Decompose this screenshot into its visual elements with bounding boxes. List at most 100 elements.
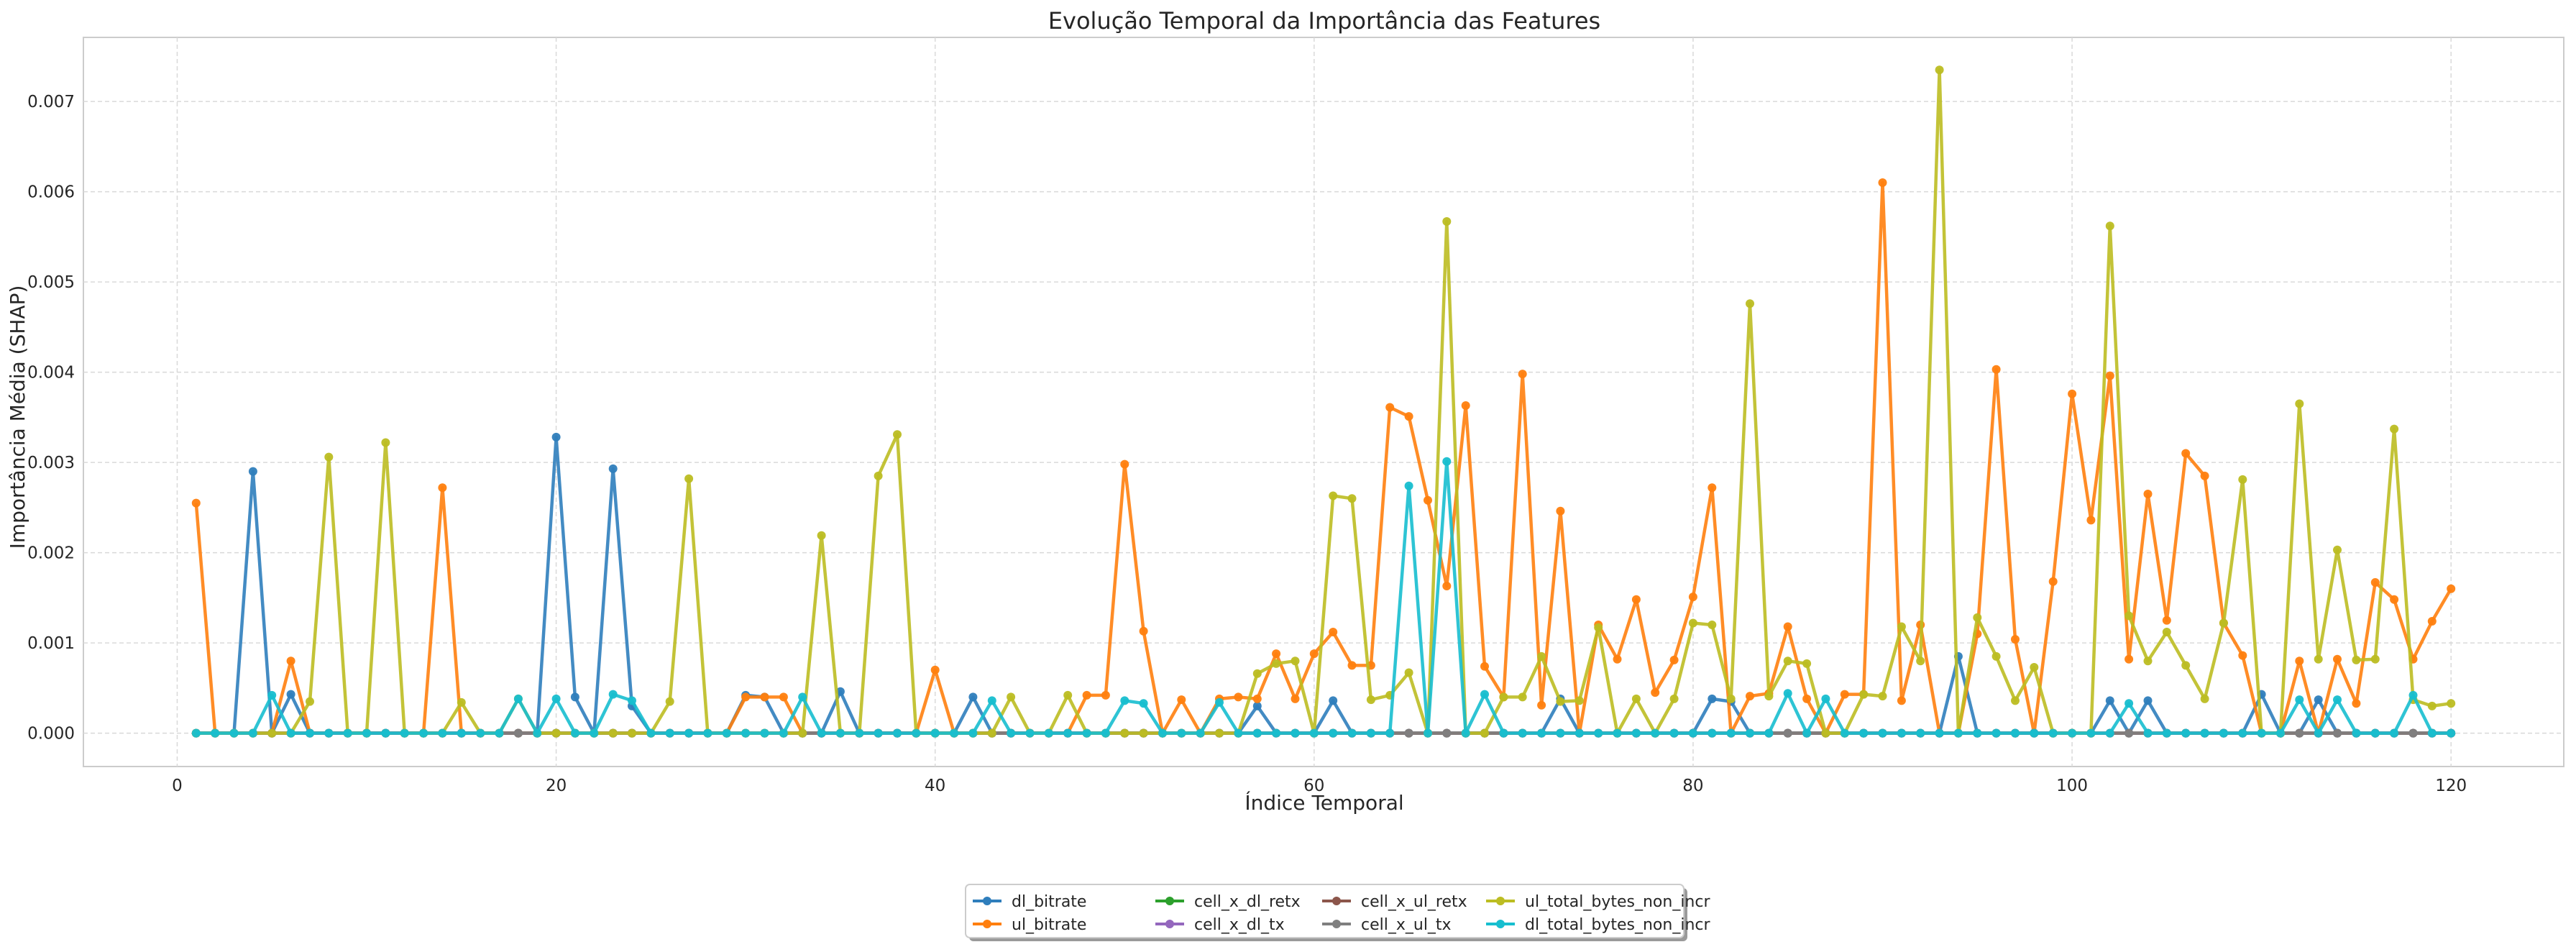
data-point (248, 467, 257, 476)
data-point (1935, 728, 1944, 738)
data-point (1120, 696, 1129, 705)
data-point (2124, 699, 2134, 708)
data-point (2238, 651, 2247, 660)
y-tick-label: 0.004 (27, 364, 75, 383)
data-point (2257, 728, 2266, 738)
data-point (1404, 668, 1413, 677)
data-point (495, 728, 504, 738)
data-point (1537, 651, 1546, 661)
data-point (1120, 459, 1129, 469)
data-point (703, 728, 712, 738)
data-point (343, 728, 352, 738)
data-point (2352, 728, 2361, 738)
y-tick-label: 0.002 (27, 544, 75, 563)
data-point (1385, 728, 1395, 738)
data-point (646, 728, 656, 738)
data-point (1309, 728, 1319, 738)
data-point (628, 728, 636, 738)
data-point (930, 665, 940, 674)
data-point (1518, 728, 1527, 738)
data-point (684, 728, 694, 738)
data-point (2295, 728, 2304, 738)
axis-ticks: 0 20 40 60 80 100 120 0.000 0.001 0.002 0.003 0.004… (27, 93, 2467, 795)
data-point (1329, 696, 1338, 705)
data-point (400, 728, 409, 738)
data-point (2276, 728, 2285, 738)
legend-item-cell-x-ul-tx: cell_x_ul_tx (1322, 916, 1452, 934)
data-point (2408, 728, 2418, 738)
data-point (551, 694, 561, 703)
data-point (1708, 694, 1717, 703)
data-point (2447, 584, 2456, 593)
data-point (438, 483, 447, 493)
data-point (476, 728, 485, 738)
data-point (1973, 728, 1982, 738)
data-point (1215, 728, 1224, 738)
data-point (570, 692, 579, 702)
data-point (874, 471, 883, 480)
data-point (1044, 728, 1053, 738)
data-point (1556, 697, 1565, 706)
data-point (2427, 728, 2437, 738)
data-point (1442, 582, 1452, 590)
data-point (1329, 728, 1338, 738)
data-point (590, 728, 599, 738)
data-point (2295, 657, 2304, 666)
data-point (1404, 412, 1413, 421)
data-point (1480, 690, 1489, 699)
data-point (2333, 695, 2342, 705)
data-point (1063, 728, 1073, 738)
data-point (2086, 728, 2096, 738)
data-point (1158, 728, 1167, 738)
data-point (2011, 635, 2020, 644)
data-point (1783, 728, 1792, 738)
data-point (2181, 661, 2191, 670)
data-point (1991, 728, 2001, 738)
data-point (1385, 403, 1395, 412)
grid-lines (83, 37, 2564, 767)
data-point (1272, 649, 1281, 659)
data-point (1518, 370, 1527, 379)
data-point (1007, 728, 1016, 738)
data-point (1613, 728, 1622, 738)
data-point (1025, 728, 1035, 738)
data-point (741, 692, 751, 702)
data-point (1442, 728, 1452, 738)
data-point (1991, 651, 2001, 661)
data-point (248, 728, 257, 738)
data-point (779, 692, 788, 702)
legend-swatch-marker (1165, 897, 1174, 905)
data-point (2143, 696, 2153, 705)
data-point (1726, 694, 1736, 703)
legend-label: cell_x_ul_tx (1361, 916, 1452, 934)
data-point (1177, 695, 1186, 705)
x-tick-label: 0 (172, 777, 183, 795)
data-point (1631, 728, 1641, 738)
legend-label: dl_bitrate (1012, 893, 1086, 911)
y-tick-label: 0.005 (27, 273, 75, 292)
data-point (2200, 471, 2209, 480)
data-point (2314, 728, 2323, 738)
data-point (2219, 728, 2228, 738)
data-point (1746, 728, 1754, 738)
data-point (1708, 728, 1717, 738)
data-point (2219, 618, 2228, 628)
data-point (324, 452, 334, 462)
legend-item-ul-total-bytes-non-incr: ul_total_bytes_non_incr (1486, 893, 1710, 911)
y-tick-label: 0.003 (27, 454, 75, 472)
data-point (1840, 690, 1849, 699)
x-axis-label: Índice Temporal (1245, 790, 1403, 815)
data-point (2333, 728, 2342, 738)
data-point (1347, 661, 1357, 670)
data-point (987, 696, 996, 705)
data-point (1783, 657, 1792, 666)
data-point (211, 728, 220, 738)
data-point (1878, 728, 1887, 738)
data-point (1802, 659, 1812, 668)
data-point (608, 690, 618, 699)
data-point (1631, 595, 1641, 604)
data-point (2048, 728, 2058, 738)
data-point (229, 728, 239, 738)
legend-swatch-marker (1165, 920, 1174, 928)
